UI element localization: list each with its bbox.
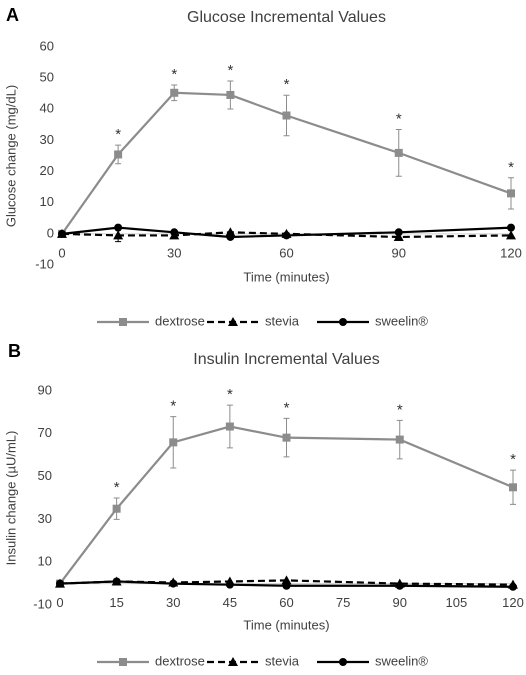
- y-tick-label: 50: [40, 70, 54, 85]
- legend-label: dextrose: [155, 653, 205, 668]
- x-tick-label: 60: [279, 245, 293, 260]
- marker: [170, 88, 179, 97]
- significance-mark: *: [396, 110, 402, 127]
- y-tick-label: 30: [38, 511, 52, 526]
- x-tick-label: 0: [56, 595, 63, 610]
- marker: [114, 223, 123, 232]
- marker: [339, 658, 347, 666]
- x-tick-label: 30: [166, 595, 180, 610]
- y-tick-label: 10: [38, 554, 52, 569]
- marker: [225, 580, 234, 589]
- marker: [506, 230, 516, 240]
- marker: [56, 579, 64, 588]
- x-tick-label: 15: [109, 595, 123, 610]
- x-tick-label: 90: [393, 595, 407, 610]
- significance-mark: *: [114, 479, 120, 496]
- marker: [393, 231, 404, 241]
- panel-label: B: [8, 341, 21, 361]
- chart-title: Insulin Incremental Values: [193, 351, 379, 368]
- marker: [509, 483, 517, 492]
- marker: [282, 581, 291, 590]
- x-tick-label: 120: [500, 245, 522, 260]
- significance-mark: *: [508, 159, 514, 176]
- x-axis-title: Time (minutes): [243, 269, 329, 284]
- marker: [119, 318, 127, 326]
- marker: [394, 148, 403, 157]
- x-tick-label: 45: [223, 595, 237, 610]
- y-tick-label: 90: [38, 382, 52, 397]
- x-tick-label: 0: [58, 245, 65, 260]
- x-tick-label: 30: [167, 245, 181, 260]
- legend-label: sweelin®: [375, 653, 428, 668]
- x-tick-label: 90: [392, 245, 406, 260]
- y-tick-label: 60: [40, 38, 54, 53]
- marker: [169, 438, 178, 447]
- y-tick-label: 30: [40, 132, 54, 147]
- x-tick-label: 105: [446, 595, 468, 610]
- x-axis-title: Time (minutes): [243, 617, 329, 632]
- marker: [170, 228, 179, 237]
- significance-mark: *: [397, 401, 403, 418]
- legend-label: dextrose: [155, 313, 205, 328]
- panel-label: A: [6, 5, 19, 25]
- marker: [282, 231, 291, 240]
- marker: [507, 223, 515, 232]
- marker: [112, 504, 121, 513]
- y-axis-title: Glucose change (mg/dL): [3, 85, 18, 227]
- y-tick-label: 70: [38, 425, 52, 440]
- marker: [281, 575, 292, 585]
- y-tick-label: 50: [38, 468, 52, 483]
- marker: [282, 111, 291, 120]
- significance-mark: *: [171, 66, 177, 83]
- marker: [226, 90, 235, 99]
- y-axis-title: Insulin change (µU/mL): [3, 431, 18, 566]
- marker: [169, 579, 178, 588]
- marker: [228, 317, 238, 326]
- marker: [113, 230, 124, 240]
- legend-label: stevia: [265, 653, 300, 668]
- significance-mark: *: [284, 76, 290, 93]
- legend-label: stevia: [265, 313, 300, 328]
- marker: [112, 577, 121, 586]
- marker: [394, 228, 403, 237]
- marker: [507, 189, 515, 198]
- marker: [339, 318, 347, 326]
- y-tick-label: 0: [47, 225, 54, 240]
- y-tick-label: -10: [33, 596, 52, 611]
- marker: [395, 581, 404, 590]
- marker: [282, 433, 291, 442]
- marker: [225, 422, 234, 431]
- marker: [58, 229, 66, 238]
- chart-title: Glucose Incremental Values: [187, 9, 386, 26]
- significance-mark: *: [227, 386, 233, 403]
- legend-label: sweelin®: [375, 313, 428, 328]
- significance-mark: *: [115, 126, 121, 143]
- significance-mark: *: [510, 451, 516, 468]
- marker: [119, 658, 127, 666]
- marker: [509, 582, 517, 591]
- x-tick-label: 120: [502, 595, 524, 610]
- marker: [226, 232, 235, 241]
- significance-mark: *: [170, 398, 176, 415]
- y-tick-label: -10: [35, 256, 54, 271]
- marker: [395, 435, 404, 444]
- y-tick-label: 10: [40, 194, 54, 209]
- y-tick-label: 40: [40, 101, 54, 116]
- marker: [228, 657, 238, 666]
- x-tick-label: 75: [336, 595, 350, 610]
- marker: [114, 150, 123, 159]
- y-tick-label: 20: [40, 163, 54, 178]
- significance-mark: *: [227, 62, 233, 79]
- significance-mark: *: [284, 399, 290, 416]
- x-tick-label: 60: [279, 595, 293, 610]
